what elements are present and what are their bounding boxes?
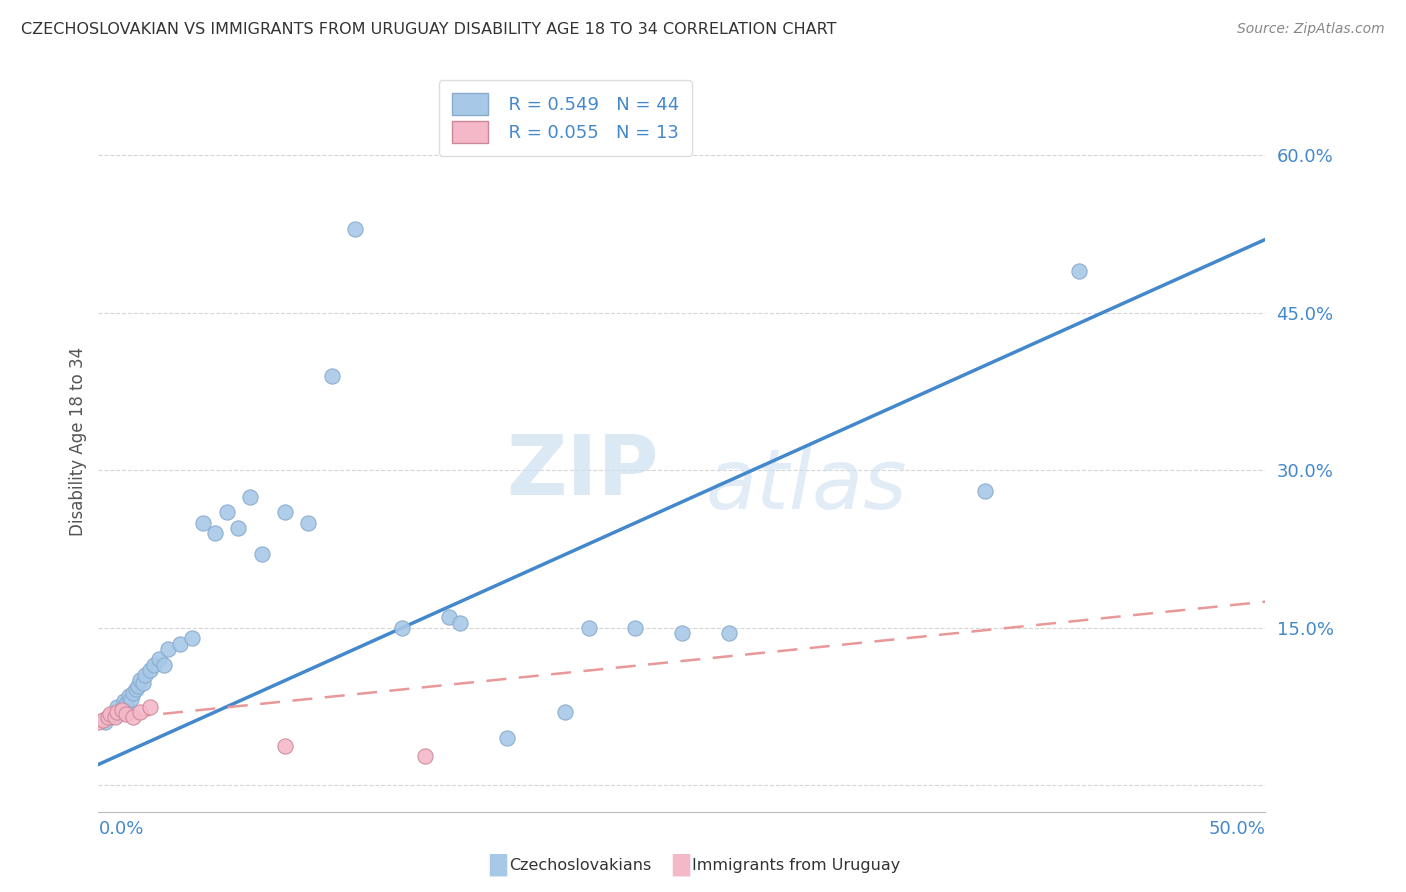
Point <box>104 710 127 724</box>
Point <box>108 707 131 722</box>
Point <box>974 484 997 499</box>
Text: 50.0%: 50.0% <box>1209 820 1265 838</box>
Point <box>111 703 134 717</box>
Text: 0.0%: 0.0% <box>98 820 143 838</box>
Point <box>111 703 134 717</box>
Point <box>112 694 135 708</box>
Text: Czechoslovakians: Czechoslovakians <box>509 858 651 872</box>
Point <box>132 675 155 690</box>
Point <box>1067 264 1090 278</box>
Point <box>297 516 319 530</box>
Point <box>105 699 128 714</box>
Point <box>139 663 162 677</box>
Point <box>115 697 138 711</box>
Point <box>437 610 460 624</box>
Text: CZECHOSLOVAKIAN VS IMMIGRANTS FROM URUGUAY DISABILITY AGE 18 TO 34 CORRELATION C: CZECHOSLOVAKIAN VS IMMIGRANTS FROM URUGU… <box>21 22 837 37</box>
Text: Source: ZipAtlas.com: Source: ZipAtlas.com <box>1237 22 1385 37</box>
Point <box>87 715 110 730</box>
Point <box>94 715 117 730</box>
Point <box>496 731 519 746</box>
Point <box>122 710 145 724</box>
Point <box>578 621 600 635</box>
Point <box>250 548 273 562</box>
Point <box>129 673 152 688</box>
Point <box>321 368 343 383</box>
Point <box>391 621 413 635</box>
Point <box>157 642 180 657</box>
Point <box>98 707 121 722</box>
Point <box>122 686 145 700</box>
Point <box>169 637 191 651</box>
Point <box>671 626 693 640</box>
Point <box>193 516 215 530</box>
Point <box>274 739 297 753</box>
Point <box>97 710 120 724</box>
Point <box>118 689 141 703</box>
Point <box>115 707 138 722</box>
Point <box>624 621 647 635</box>
Point <box>148 652 170 666</box>
Point <box>98 710 121 724</box>
Text: █: █ <box>672 854 689 877</box>
Point <box>152 657 174 672</box>
Point <box>344 222 367 236</box>
Text: atlas: atlas <box>706 445 907 526</box>
Point <box>239 490 262 504</box>
Point <box>215 505 238 519</box>
Text: ZIP: ZIP <box>506 431 658 512</box>
Point <box>143 657 166 672</box>
Point <box>180 632 202 646</box>
Point <box>134 668 156 682</box>
Text: Immigrants from Uruguay: Immigrants from Uruguay <box>692 858 900 872</box>
Point <box>413 749 436 764</box>
Point <box>449 615 471 630</box>
Point <box>105 705 128 719</box>
Point <box>717 626 740 640</box>
Point <box>91 714 114 728</box>
Point <box>129 705 152 719</box>
Text: █: █ <box>489 854 506 877</box>
Point <box>120 692 142 706</box>
Point <box>139 699 162 714</box>
Point <box>274 505 297 519</box>
Point <box>228 521 250 535</box>
Point <box>554 705 576 719</box>
Point <box>127 679 149 693</box>
Point <box>104 705 127 719</box>
Point <box>125 681 148 696</box>
Point <box>204 526 226 541</box>
Legend:   R = 0.549   N = 44,   R = 0.055   N = 13: R = 0.549 N = 44, R = 0.055 N = 13 <box>439 80 692 156</box>
Y-axis label: Disability Age 18 to 34: Disability Age 18 to 34 <box>69 347 87 536</box>
